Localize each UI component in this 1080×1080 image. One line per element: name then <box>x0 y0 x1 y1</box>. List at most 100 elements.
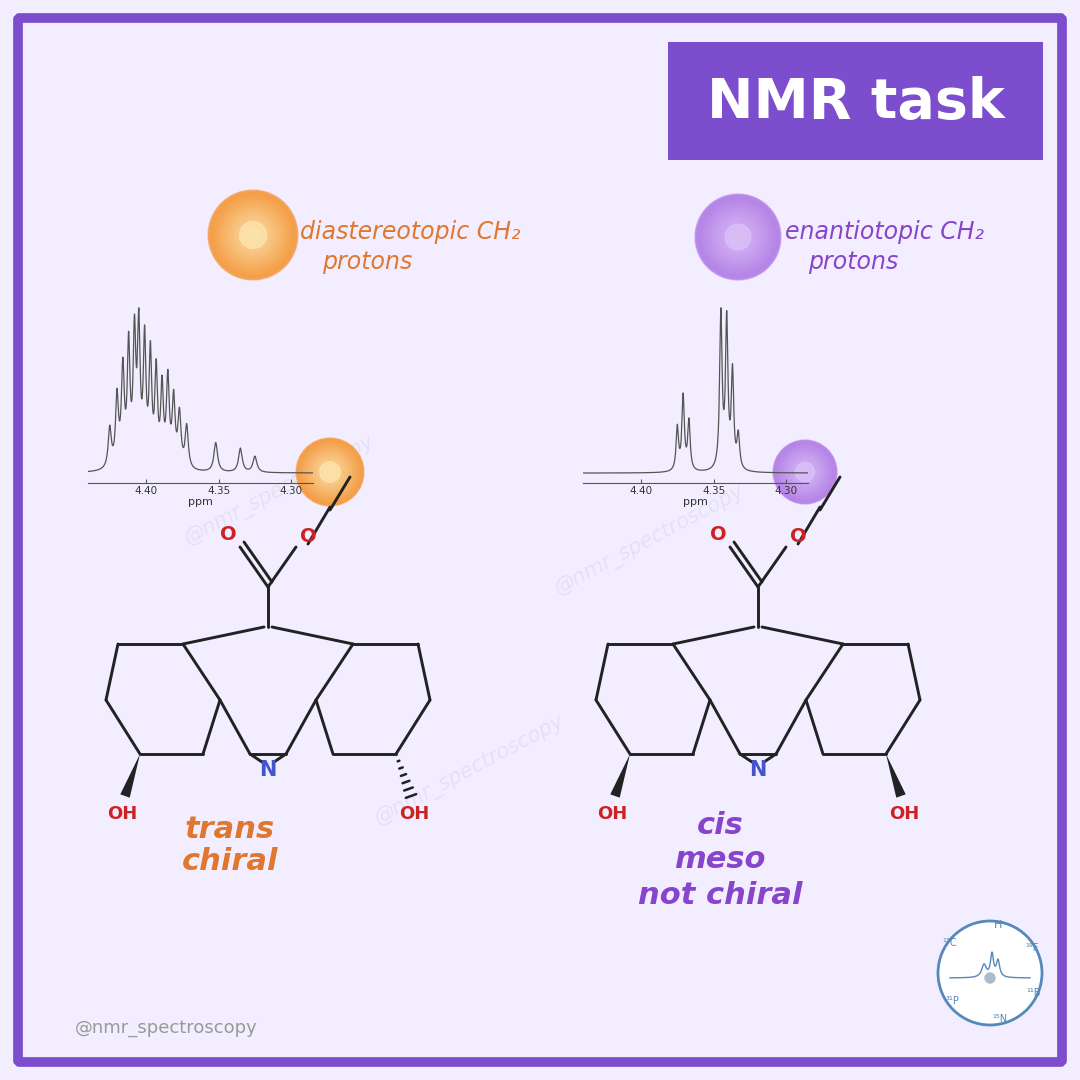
Circle shape <box>795 462 815 482</box>
Circle shape <box>305 447 355 497</box>
Circle shape <box>316 459 343 485</box>
Circle shape <box>696 194 781 280</box>
Text: ¹³C: ¹³C <box>943 939 957 948</box>
Circle shape <box>229 211 276 259</box>
Circle shape <box>779 446 832 498</box>
Circle shape <box>222 204 284 266</box>
Circle shape <box>712 212 764 262</box>
Circle shape <box>242 224 265 246</box>
Circle shape <box>231 213 274 257</box>
Circle shape <box>785 451 825 492</box>
Circle shape <box>230 213 275 257</box>
Text: trans: trans <box>185 815 275 845</box>
Circle shape <box>781 448 829 496</box>
Circle shape <box>301 444 359 500</box>
Circle shape <box>306 447 354 497</box>
Text: ¹⁵N: ¹⁵N <box>993 1014 1008 1024</box>
Circle shape <box>321 463 339 481</box>
Text: N: N <box>259 760 276 780</box>
Circle shape <box>696 194 780 280</box>
Circle shape <box>232 214 274 256</box>
Circle shape <box>313 456 347 488</box>
Circle shape <box>214 195 292 274</box>
Circle shape <box>783 450 827 494</box>
Circle shape <box>228 211 278 260</box>
Circle shape <box>316 458 343 486</box>
Circle shape <box>773 440 837 504</box>
Circle shape <box>299 442 361 502</box>
Circle shape <box>703 203 772 271</box>
Text: ³¹P: ³¹P <box>945 996 959 1005</box>
Circle shape <box>774 442 836 502</box>
Circle shape <box>221 203 284 267</box>
Circle shape <box>319 460 342 484</box>
Circle shape <box>311 453 349 491</box>
Circle shape <box>799 467 811 477</box>
Circle shape <box>300 442 360 502</box>
Circle shape <box>220 203 285 267</box>
Circle shape <box>797 464 812 480</box>
Circle shape <box>247 230 258 240</box>
Circle shape <box>788 456 822 488</box>
Circle shape <box>308 450 352 495</box>
Circle shape <box>324 467 336 477</box>
Circle shape <box>718 218 757 256</box>
Circle shape <box>310 451 350 492</box>
Text: OH: OH <box>597 805 627 823</box>
Circle shape <box>701 201 774 273</box>
Circle shape <box>215 197 292 273</box>
X-axis label: ppm: ppm <box>683 497 707 508</box>
Circle shape <box>720 220 755 254</box>
Circle shape <box>319 461 341 484</box>
Circle shape <box>731 230 745 244</box>
Text: H: H <box>994 920 1002 930</box>
Circle shape <box>792 458 819 486</box>
Text: chiral: chiral <box>181 848 279 877</box>
FancyBboxPatch shape <box>18 18 1062 1062</box>
Circle shape <box>731 230 744 243</box>
Circle shape <box>718 217 758 257</box>
Circle shape <box>796 463 814 481</box>
Circle shape <box>782 448 828 496</box>
Circle shape <box>800 468 810 476</box>
Circle shape <box>782 449 828 495</box>
Circle shape <box>213 194 294 275</box>
Circle shape <box>237 218 270 252</box>
Circle shape <box>297 438 364 505</box>
Circle shape <box>985 973 995 983</box>
Circle shape <box>210 191 297 279</box>
Circle shape <box>315 458 345 486</box>
Circle shape <box>244 226 262 244</box>
Circle shape <box>312 455 348 489</box>
Circle shape <box>705 204 771 270</box>
Circle shape <box>303 446 356 498</box>
Circle shape <box>296 438 364 507</box>
Circle shape <box>309 450 351 494</box>
Circle shape <box>779 445 832 499</box>
Circle shape <box>234 216 272 254</box>
Text: OH: OH <box>889 805 919 823</box>
Circle shape <box>238 220 268 249</box>
Circle shape <box>313 455 347 489</box>
Text: protons: protons <box>808 249 899 274</box>
Circle shape <box>297 440 363 504</box>
Circle shape <box>245 227 261 243</box>
Circle shape <box>724 222 753 252</box>
Circle shape <box>778 445 833 499</box>
Circle shape <box>775 442 835 502</box>
Circle shape <box>243 225 264 245</box>
Circle shape <box>239 220 267 249</box>
Circle shape <box>781 447 829 497</box>
Circle shape <box>322 464 338 480</box>
Circle shape <box>798 465 811 478</box>
Circle shape <box>298 440 362 504</box>
Text: O: O <box>710 526 727 544</box>
Circle shape <box>700 199 777 275</box>
Circle shape <box>727 226 748 247</box>
Circle shape <box>705 205 770 269</box>
Circle shape <box>708 207 768 267</box>
Circle shape <box>211 193 295 276</box>
Circle shape <box>716 216 759 258</box>
Circle shape <box>325 467 335 477</box>
Circle shape <box>315 457 345 487</box>
